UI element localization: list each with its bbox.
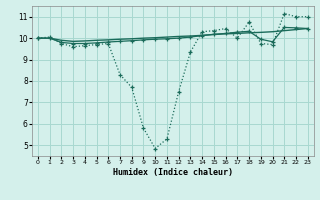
X-axis label: Humidex (Indice chaleur): Humidex (Indice chaleur) xyxy=(113,168,233,177)
